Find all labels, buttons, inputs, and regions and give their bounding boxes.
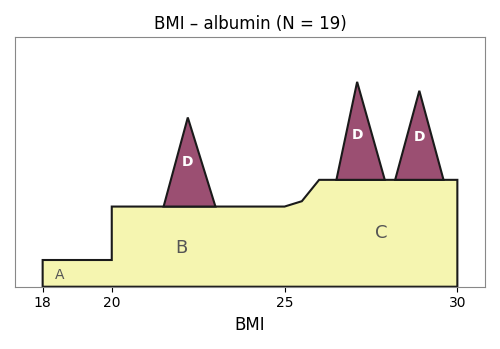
Polygon shape [336,82,385,180]
Text: D: D [182,155,194,169]
Title: BMI – albumin (​N​ = 19): BMI – albumin (​N​ = 19) [154,15,346,33]
Text: C: C [375,224,388,242]
Text: B: B [175,238,187,257]
Text: A: A [55,268,64,282]
Polygon shape [164,118,216,207]
Polygon shape [42,180,458,287]
Text: D: D [414,130,425,144]
Polygon shape [395,91,444,180]
Text: D: D [352,128,363,142]
X-axis label: BMI: BMI [234,316,266,334]
